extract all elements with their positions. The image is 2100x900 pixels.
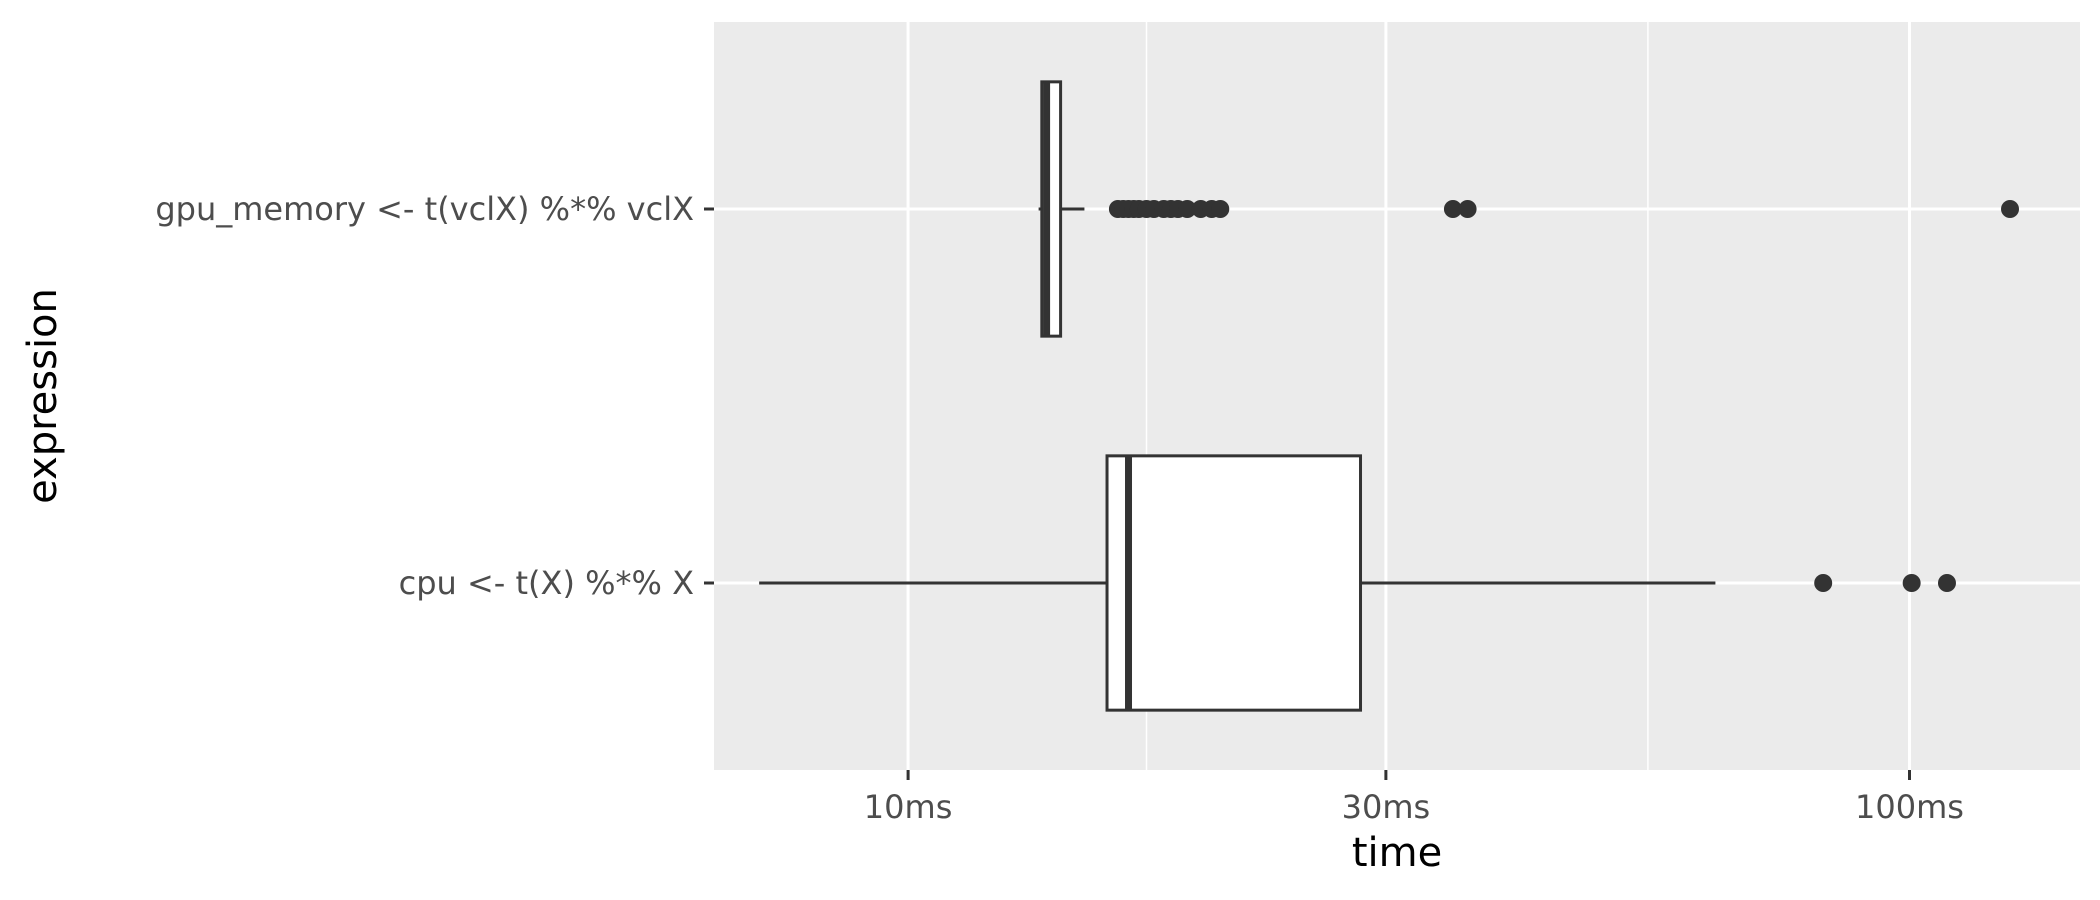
box-group <box>1038 80 2020 338</box>
outlier-point <box>2001 200 2020 218</box>
outlier-point <box>1178 200 1197 218</box>
y-tick-label: cpu <- t(X) %*% X <box>399 564 694 602</box>
x-axis-title: time <box>1352 830 1442 876</box>
outlier-point <box>1443 200 1462 218</box>
panel-background <box>714 22 2080 770</box>
outlier-point <box>1937 574 1956 592</box>
y-axis-title: expression <box>20 288 66 504</box>
outlier-point <box>1902 574 1921 592</box>
outlier-point <box>1211 200 1230 218</box>
x-tick-label: 10ms <box>864 788 953 826</box>
box-layer <box>759 80 2020 712</box>
y-axis: gpu_memory <- t(vclX) %*% vclX cpu <- t(X… <box>155 190 714 602</box>
outlier-point <box>1458 200 1477 218</box>
x-tick-label: 100ms <box>1855 788 1964 826</box>
x-tick-label: 30ms <box>1342 788 1431 826</box>
iqr-box <box>1105 454 1363 712</box>
outlier-point <box>1814 574 1833 592</box>
y-tick-label: gpu_memory <- t(vclX) %*% vclX <box>155 190 694 228</box>
x-axis: 10ms 30ms 100ms <box>864 770 1964 826</box>
box-group <box>759 454 1956 712</box>
